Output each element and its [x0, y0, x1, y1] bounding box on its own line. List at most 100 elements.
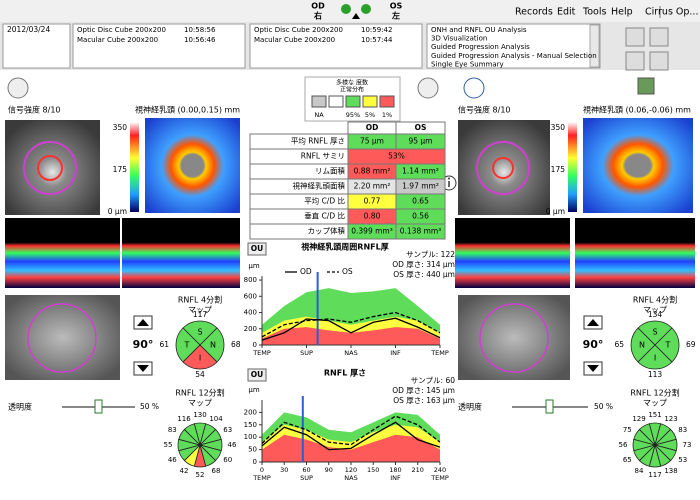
rotation: 90°	[133, 338, 154, 351]
save-button[interactable]	[625, 27, 645, 47]
scan-name[interactable]: Optic Disc Cube 200x200	[254, 26, 343, 34]
scan-time[interactable]: 10:59:42	[361, 26, 392, 34]
colorbar-label: 175	[113, 165, 128, 174]
od-scan-list[interactable]	[72, 23, 246, 69]
menu-item[interactable]: Tools	[582, 7, 606, 18]
exam-date[interactable]: 2012/03/24	[7, 25, 50, 34]
analysis-item[interactable]: Guided Progression Analysis - Manual Sel…	[431, 52, 597, 60]
analysis-item[interactable]: Single Eye Summary	[431, 60, 504, 68]
chart-button-label[interactable]: OU	[251, 370, 263, 379]
analysis-item[interactable]: ONH and RNFL OU Analysis	[431, 26, 527, 34]
table-row-label: 平均 C/D 比	[304, 196, 345, 206]
series-line	[261, 311, 441, 338]
chart-stat: OD 厚さ: 314 µm	[392, 260, 455, 269]
eye-label: OS	[390, 2, 403, 11]
menu-item[interactable]: Help	[611, 7, 633, 18]
os-macula-image	[458, 295, 570, 380]
scan-time[interactable]: 10:58:56	[184, 26, 216, 34]
legend-title: 多様な 度数	[336, 79, 368, 87]
quadrant-subtitle: マップ	[188, 306, 212, 315]
legend-label: NA	[314, 111, 324, 119]
rotation: 90°	[583, 338, 604, 351]
scan-time[interactable]: 10:57:44	[361, 36, 393, 44]
quadrant-sector	[654, 327, 680, 363]
view-button[interactable]	[7, 77, 29, 99]
sector-value: 54	[195, 370, 205, 379]
table-row-label: 平均 RNFL 厚さ	[291, 136, 345, 146]
table-row-label: リム面積	[315, 166, 345, 176]
os-oct-scan	[575, 218, 695, 288]
series-line	[261, 317, 441, 341]
table-value: 0.80	[364, 212, 381, 221]
clock-value: 123	[664, 415, 677, 423]
os-fundus-image	[458, 120, 550, 215]
colorbar-label: 0 µm	[546, 207, 565, 216]
sector-value: 65	[614, 340, 624, 349]
sector-value: 117	[193, 310, 208, 319]
os-oct-scan	[455, 218, 570, 288]
legend-swatch	[345, 95, 361, 108]
analysis-item[interactable]: 3D Visualization	[431, 35, 487, 43]
clock-value: 52	[196, 471, 205, 479]
chart-stat: サンプル: 60	[411, 376, 455, 385]
eye-indicator[interactable]	[341, 4, 351, 14]
date-list[interactable]	[2, 23, 71, 69]
clock-value: 151	[648, 411, 661, 419]
eye-indicator[interactable]	[361, 4, 371, 14]
scan-name[interactable]: Macular Cube 200x200	[77, 36, 158, 44]
sector-letter: T	[665, 341, 671, 350]
y-axis-label: µm	[248, 386, 259, 394]
legend-label: 5%	[365, 111, 375, 119]
scan-name[interactable]: Optic Disc Cube 200x200	[77, 26, 166, 34]
os-scan-circle	[476, 141, 530, 195]
eye-label: 左	[391, 11, 400, 21]
menu-item[interactable]: Cirrus Op...	[645, 7, 698, 18]
clock-value: 55	[164, 441, 173, 449]
chart-stat: サンプル: 122	[406, 250, 455, 259]
clock-value: 83	[678, 426, 687, 434]
layer-button[interactable]	[637, 77, 655, 95]
table-value: 0.65	[412, 197, 429, 206]
view-button[interactable]	[417, 77, 439, 99]
scan-name[interactable]: Macular Cube 200x200	[254, 36, 335, 44]
legend-swatch	[362, 95, 378, 108]
scrollbar[interactable]	[589, 24, 600, 68]
chart-button[interactable]	[247, 368, 267, 382]
chart-title: RNFL 厚さ	[324, 369, 366, 378]
export-button[interactable]	[649, 51, 669, 71]
menu-item[interactable]: Records	[515, 7, 553, 18]
os-scan-list[interactable]	[249, 23, 423, 69]
colorbar-label: 350	[113, 123, 128, 132]
series-line	[261, 415, 441, 446]
sector-letter: S	[652, 328, 657, 337]
compass-button[interactable]	[463, 77, 485, 99]
chart-button[interactable]	[247, 242, 267, 256]
y-tick-label: 0	[253, 341, 257, 349]
sector-value: 113	[648, 370, 663, 379]
analysis-item[interactable]: Guided Progression Analysis	[431, 43, 530, 51]
od-colorbar	[130, 122, 139, 212]
slider-thumb[interactable]	[94, 399, 103, 414]
legend-swatch	[328, 95, 344, 108]
x-tick-label: TEMP	[430, 349, 449, 357]
slider-thumb[interactable]	[545, 399, 554, 414]
refresh-button[interactable]	[649, 27, 669, 47]
y-tick-label: 400	[244, 309, 257, 317]
chart-button-label[interactable]: OU	[251, 244, 263, 253]
analysis-list[interactable]	[426, 23, 601, 69]
clock-subtitle: マップ	[643, 399, 667, 408]
clock-value: 129	[632, 415, 645, 423]
quadrant-subtitle: マップ	[643, 306, 667, 315]
scan-time[interactable]: 10:56:46	[184, 36, 216, 44]
eye-label: OD	[311, 2, 325, 11]
clock-value: 46	[168, 456, 177, 464]
print-button[interactable]	[625, 51, 645, 71]
legend-label: 95%	[346, 111, 360, 119]
y-tick-label: 600	[244, 292, 257, 300]
sector-letter: I	[199, 354, 201, 363]
menu-item[interactable]: Edit	[557, 7, 576, 18]
x-tick-label: INF	[390, 349, 401, 357]
clock-value: 53	[678, 456, 687, 464]
table-value: 0.56	[412, 212, 429, 221]
transparency-value: 50 %	[594, 402, 613, 411]
